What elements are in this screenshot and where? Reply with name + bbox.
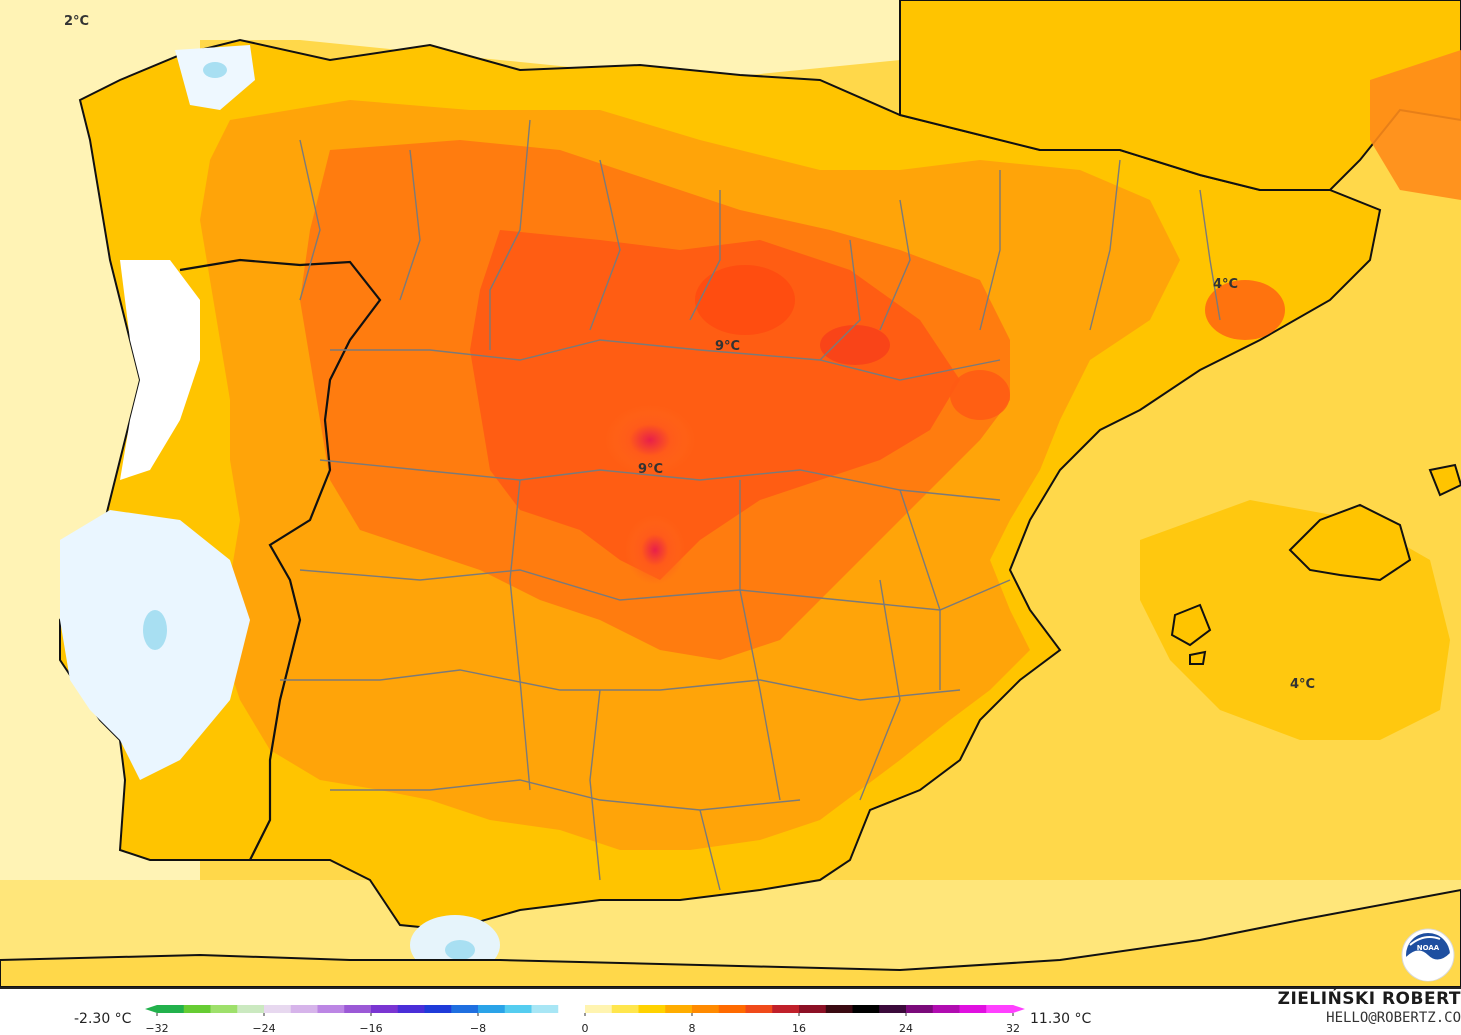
africa-land (0, 888, 1461, 987)
mallorca-island (1288, 503, 1412, 582)
color-scale-min-arrow (145, 1005, 157, 1013)
color-scale-tick-label: 0 (582, 1022, 589, 1035)
color-scale-cell (772, 1005, 800, 1013)
color-scale-cell (478, 1005, 506, 1013)
color-scale-cell (611, 1005, 639, 1013)
temp-label-corner: 2°C (64, 14, 89, 29)
lisbon-cold-spot (143, 610, 167, 650)
color-scale-cell (745, 1005, 773, 1013)
color-scale-cell (799, 1005, 827, 1013)
galicia-cold-spot (203, 62, 227, 78)
color-scale-cell (317, 1005, 345, 1013)
ibiza-island (1170, 603, 1212, 647)
portugal-border (179, 258, 382, 861)
color-scale-cell (638, 1005, 666, 1013)
color-scale-cell (585, 1005, 613, 1013)
color-scale-cell (718, 1005, 746, 1013)
color-scale-cell (852, 1005, 880, 1013)
color-scale-cell (692, 1005, 720, 1013)
temp-label-madrid-south: 9°C (638, 462, 663, 477)
color-scale-cell (504, 1005, 532, 1013)
interior-hotter (470, 230, 960, 580)
color-scale-tick-label: 16 (792, 1022, 806, 1035)
color-scale-cell (424, 1005, 452, 1013)
france-land (899, 0, 1461, 191)
color-scale-tick-label: −16 (359, 1022, 382, 1035)
range-min-label: -2.30 °C (74, 1011, 132, 1027)
hotspot-south (625, 515, 685, 585)
color-scale-cell (290, 1005, 318, 1013)
hotspot-catalonia (1205, 280, 1285, 340)
color-scale-cell (879, 1005, 907, 1013)
province-borders (280, 119, 1221, 891)
color-scale-cell (665, 1005, 693, 1013)
temp-label-catalonia: 4°C (1213, 277, 1238, 292)
color-scale-cell (531, 1005, 559, 1013)
temp-label-balearic-sea: 4°C (1290, 677, 1315, 692)
color-scale-cell (237, 1005, 265, 1013)
color-scale-cell (825, 1005, 853, 1013)
bay-of-biscay-pale (200, 0, 900, 80)
range-max-label: 11.30 °C (1030, 1011, 1092, 1027)
temperature-map[interactable]: 2°C 9°C 9°C 4°C 4°C NOAA (0, 0, 1461, 987)
france-warm-patch (1370, 50, 1461, 200)
legend-bar: -2.30 °C −32 −24 −16 −8 0 8 16 24 32 11.30 °C ZI… (0, 987, 1461, 1035)
color-scale-cell (344, 1005, 372, 1013)
color-scale-cells (145, 1005, 1025, 1013)
color-scale-tick-label: 8 (689, 1022, 696, 1035)
color-scale-cell (397, 1005, 425, 1013)
color-scale-tick-label: −24 (252, 1022, 275, 1035)
color-scale-cell (558, 1005, 586, 1013)
noaa-logo-text: NOAA (1417, 944, 1440, 952)
color-scale-cell (932, 1005, 960, 1013)
hotspot-northeast (820, 325, 890, 365)
credit-name: ZIELIŃSKI ROBERT (1277, 989, 1461, 1009)
formentera-island (1189, 650, 1207, 665)
color-scale-tick-label: −8 (470, 1022, 486, 1035)
portugal-pale-zone (120, 260, 200, 480)
credit-block: ZIELIŃSKI ROBERT HELLO@ROBERTZ.CO (1278, 989, 1461, 1027)
menorca-island (1428, 463, 1461, 497)
color-scale-ticks: −32 −24 −16 −8 0 8 16 24 32 (145, 1013, 1020, 1035)
color-scale-cell (906, 1005, 934, 1013)
color-scale-cell (451, 1005, 479, 1013)
noaa-logo: NOAA (1401, 928, 1455, 982)
color-scale-cell (264, 1005, 292, 1013)
color-scale-tick-label: −32 (145, 1022, 168, 1035)
credit-email[interactable]: HELLO@ROBERTZ.CO (1326, 1010, 1461, 1026)
cadiz-cold-spot (445, 940, 475, 960)
hotspot-east (950, 370, 1010, 420)
color-scale-cell (986, 1005, 1014, 1013)
temp-label-madrid-north: 9°C (715, 339, 740, 354)
hotspot-central (605, 405, 695, 475)
color-scale-tick-label: 24 (899, 1022, 913, 1035)
color-scale-cell (183, 1005, 211, 1013)
color-scale-tick-label: 32 (1006, 1022, 1020, 1035)
hotspot-north (695, 265, 795, 335)
color-scale-cell (371, 1005, 399, 1013)
color-scale-max-arrow (1013, 1005, 1025, 1013)
color-scale-cell (210, 1005, 238, 1013)
color-scale: −32 −24 −16 −8 0 8 16 24 32 (145, 1005, 1025, 1035)
color-scale-cell (959, 1005, 987, 1013)
color-scale-cell (157, 1005, 185, 1013)
